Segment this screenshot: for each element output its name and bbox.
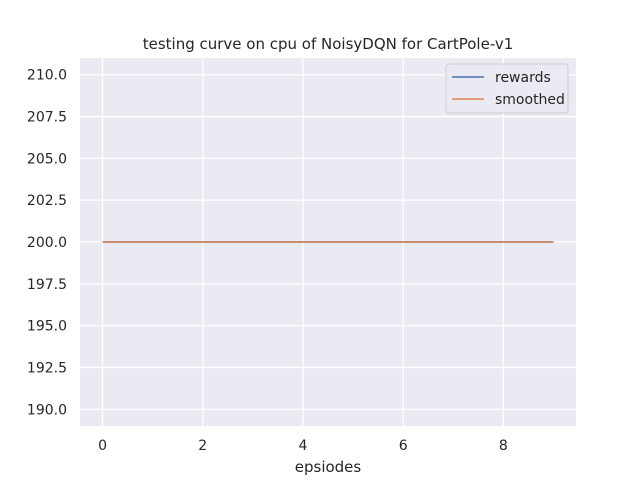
y-tick-label: 200.0 [27, 235, 67, 251]
y-tick-label: 207.5 [27, 110, 67, 126]
legend: rewards smoothed [445, 63, 569, 114]
y-tick-label: 190.0 [27, 402, 67, 418]
y-tick-label: 202.5 [27, 193, 67, 209]
legend-rewards-label: rewards [495, 70, 551, 86]
y-tick-label: 197.5 [27, 277, 67, 293]
x-tick-label: 4 [298, 438, 307, 454]
grid-lines [80, 58, 576, 426]
x-tick-label: 6 [399, 438, 408, 454]
x-axis-label: epsiodes [295, 458, 362, 476]
y-tick-label: 210.0 [27, 68, 67, 84]
x-tick-label: 0 [98, 438, 107, 454]
x-tick-labels: 0 2 4 6 8 [98, 438, 508, 454]
legend-smoothed-label: smoothed [495, 92, 565, 108]
y-tick-label: 205.0 [27, 151, 67, 167]
y-tick-label: 192.5 [27, 360, 67, 376]
y-tick-labels: 190.0 192.5 195.0 197.5 200.0 202.5 205.0 207.5… [27, 68, 67, 419]
x-tick-label: 8 [499, 438, 508, 454]
x-tick-label: 2 [198, 438, 207, 454]
chart-title: testing curve on cpu of NoisyDQN for Car… [143, 35, 514, 53]
y-tick-label: 195.0 [27, 319, 67, 335]
